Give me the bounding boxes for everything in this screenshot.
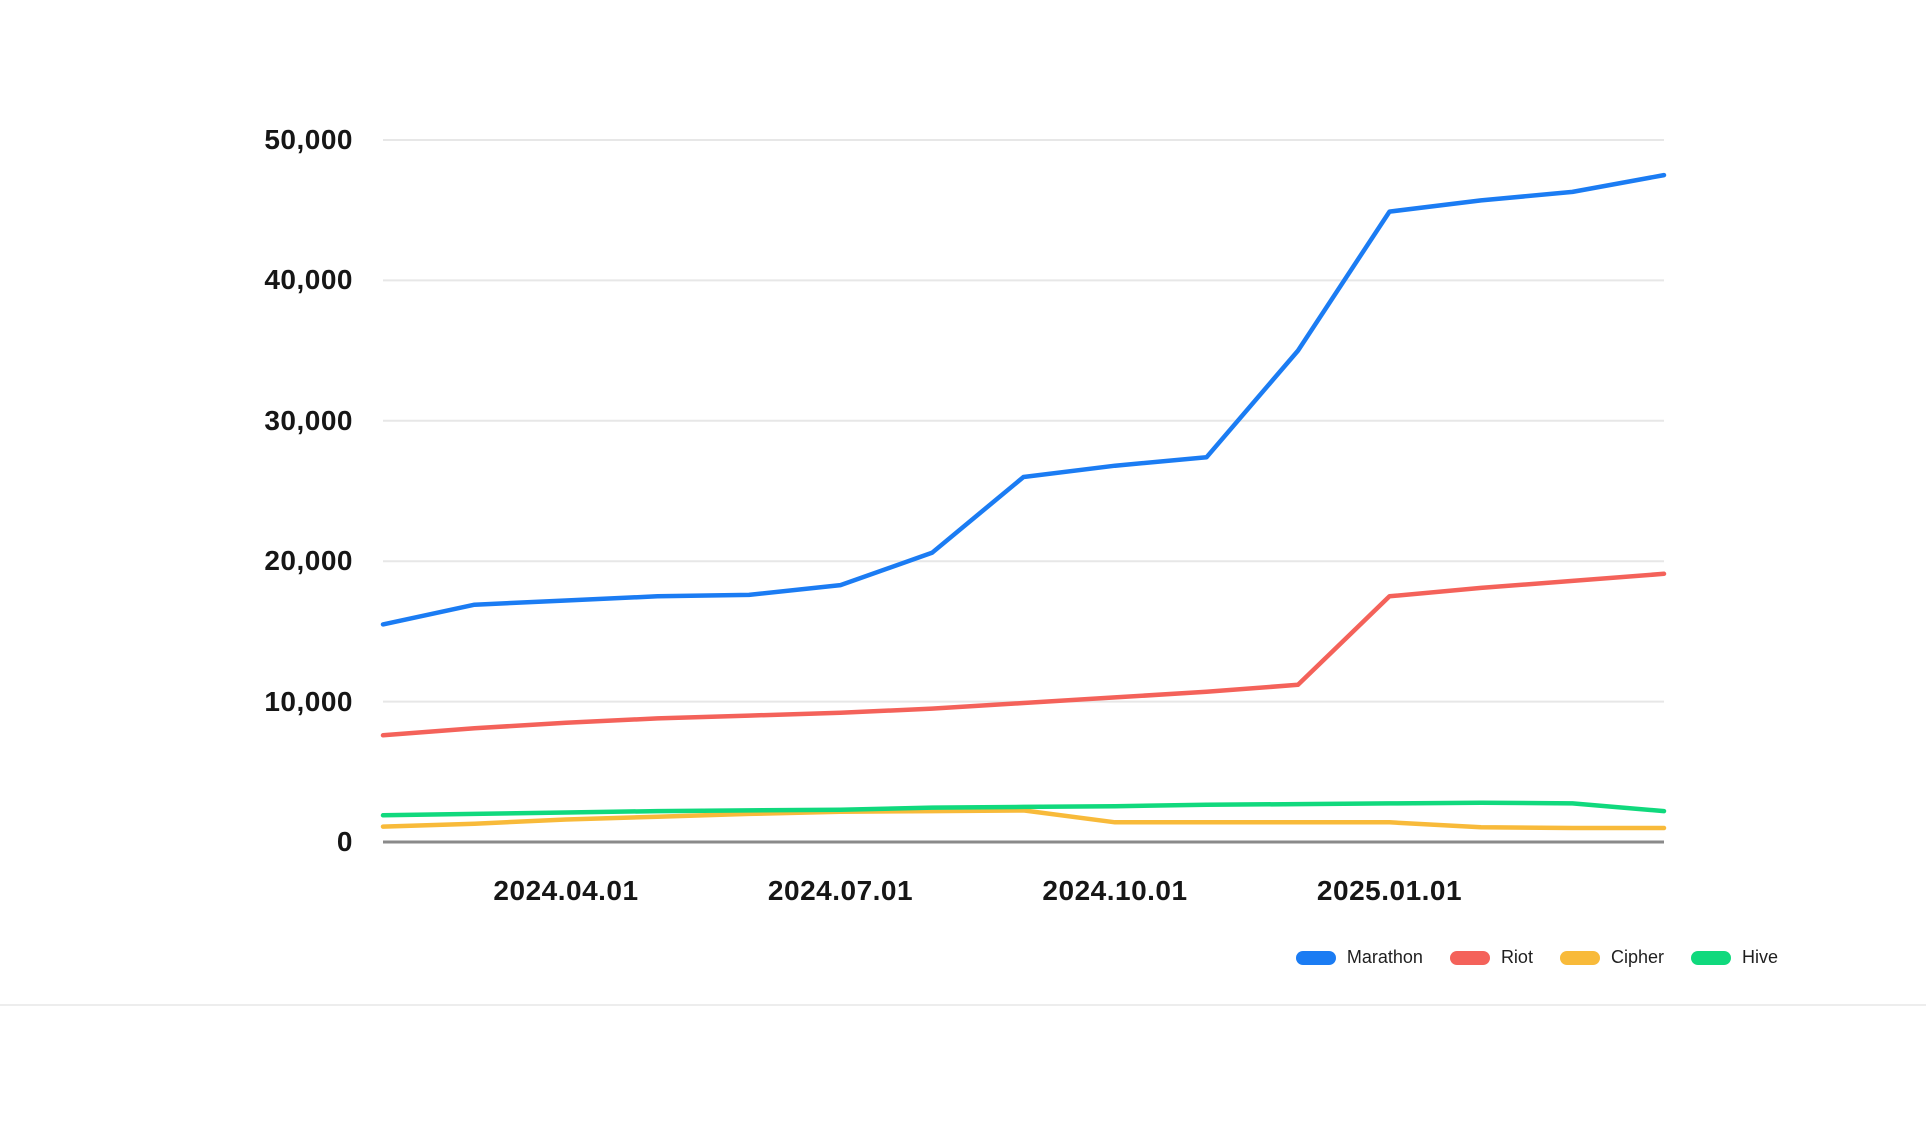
y-axis-tick-label: 30,000 xyxy=(264,404,353,436)
legend-item-riot: Riot xyxy=(1449,947,1533,968)
x-axis-tick-label: 2024.07.01 xyxy=(767,875,914,906)
x-axis-tick-label: 2024.04.01 xyxy=(493,875,639,906)
legend-swatch-riot xyxy=(1449,950,1490,965)
legend-swatch-hive xyxy=(1690,950,1731,965)
legend-swatch-cipher xyxy=(1559,950,1600,965)
y-axis-tick-label: 0 xyxy=(336,826,353,857)
chart-legend: Marathon Riot Cipher Hive xyxy=(1295,947,1778,968)
legend-label: Marathon xyxy=(1346,947,1423,967)
x-axis-tick-label: 2024.10.01 xyxy=(1042,875,1188,906)
y-axis-tick-label: 50,000 xyxy=(264,124,353,155)
legend-item-hive: Hive xyxy=(1690,947,1778,968)
legend-label: Riot xyxy=(1500,947,1533,967)
y-axis-tick-label: 40,000 xyxy=(264,264,353,296)
legend-label: Cipher xyxy=(1610,947,1664,967)
y-axis-tick-label: 20,000 xyxy=(264,545,353,577)
legend-item-cipher: Cipher xyxy=(1559,947,1664,968)
line-chart-canvas xyxy=(380,139,1667,844)
line-chart-region: 0 10,000 20,000 30,000 40,000 50,000 202… xyxy=(264,124,1778,968)
x-axis-tick-label: 2025.01.01 xyxy=(1316,875,1463,906)
legend-swatch-marathon xyxy=(1295,950,1336,965)
footer-divider xyxy=(0,1004,1926,1006)
y-axis-tick-label: 10,000 xyxy=(264,685,353,717)
legend-label: Hive xyxy=(1741,947,1778,967)
legend-item-marathon: Marathon xyxy=(1295,947,1423,968)
footer: Gate Research Gate Research xyxy=(0,1006,1926,1121)
